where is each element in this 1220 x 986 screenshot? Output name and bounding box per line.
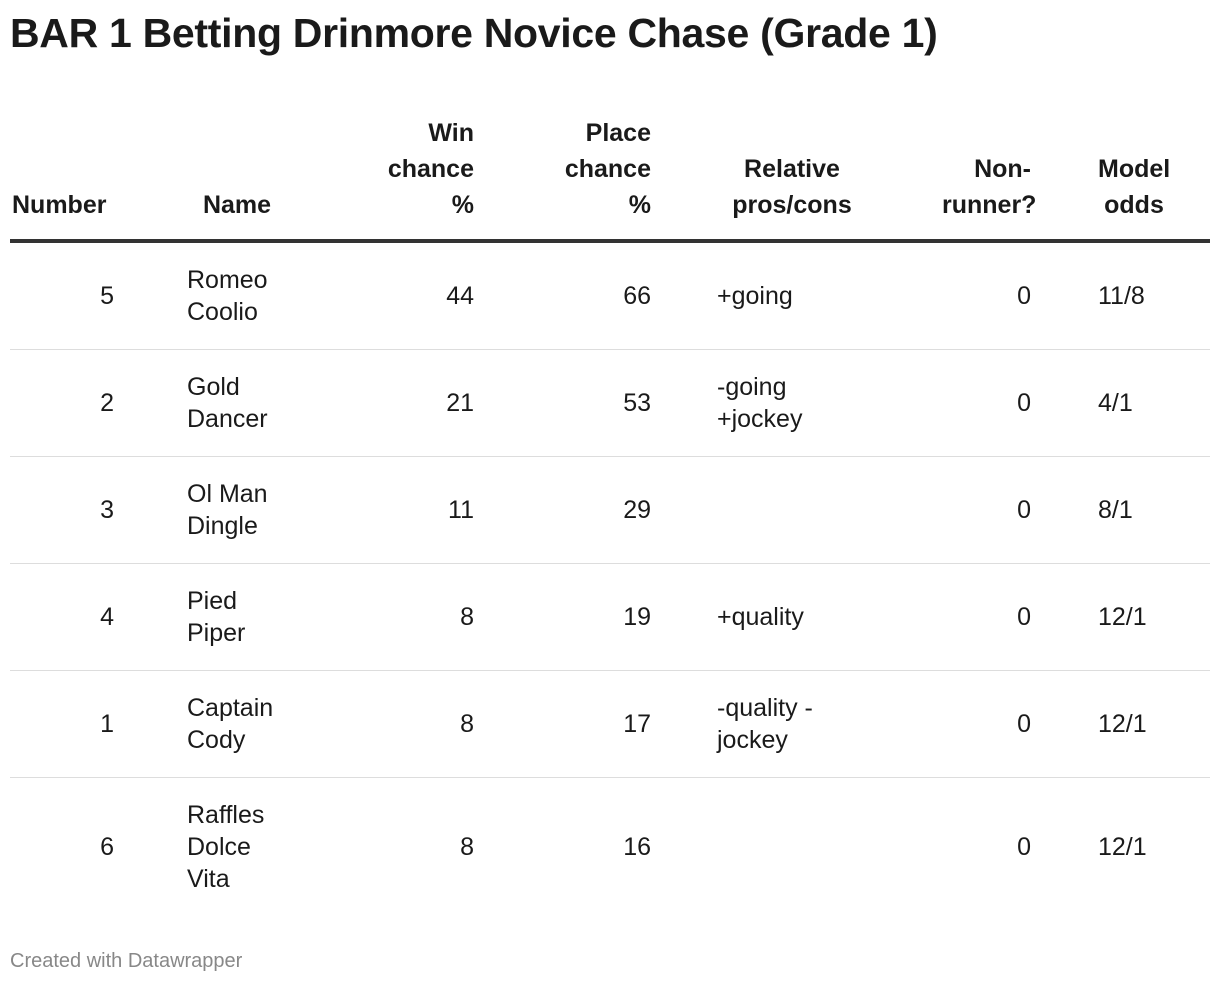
table-cell: 8 [460, 833, 474, 861]
column-header: Relative pros/cons [652, 114, 867, 243]
table-cell: 17 [475, 670, 652, 778]
table-cell: +quality [652, 563, 867, 671]
table-cell: 11 [287, 456, 475, 564]
table-row: 6 Raffles Dolce Vita 8 16 0 12/1 [10, 778, 1210, 917]
table-cell: 21 [287, 349, 475, 457]
table-cell: 0 [867, 456, 1032, 564]
table-cell: 66 [475, 241, 652, 350]
table-row: 4 Pied Piper 8 19 +quality 0 12/1 [10, 563, 1210, 671]
table-cell: 0 [867, 241, 1032, 350]
table-body: 5 Romeo Coolio 44 66 +going 0 11/8 2 Gold Dancer… [10, 241, 1210, 916]
table-cell: Ol Man Dingle [122, 456, 287, 564]
table-cell: -quality -jockey [652, 670, 867, 778]
table-row: 3 Ol Man Dingle 11 29 0 8/1 [10, 456, 1210, 564]
column-header: Model odds [1032, 114, 1210, 243]
column-header: Place chance % [475, 114, 652, 243]
table-cell: 0 [867, 670, 1032, 778]
table-cell: 29 [475, 456, 652, 564]
table-cell: Gold Dancer [122, 349, 287, 457]
table-cell: 11/8 [1032, 241, 1210, 350]
footer: Created with Datawrapper [10, 950, 243, 972]
table-cell: 0 [1017, 833, 1031, 861]
table-cell: 4 [10, 563, 122, 671]
table-header: Number Name Win chance % Place chance % Rela… [10, 114, 1210, 243]
table-cell: 4/1 [1032, 349, 1210, 457]
table-cell [652, 456, 867, 564]
header-row: Number Name Win chance % Place chance % Rela… [10, 114, 1210, 243]
column-header: Number [10, 114, 122, 243]
table-cell: 3 [10, 456, 122, 564]
table-cell: 1 [10, 670, 122, 778]
table-cell: 0 [867, 563, 1032, 671]
table-row: 5 Romeo Coolio 44 66 +going 0 11/8 [10, 241, 1210, 350]
column-header: Name [122, 114, 287, 243]
table-cell: 8 [287, 563, 475, 671]
table-cell: 8 [287, 670, 475, 778]
table-cell: 19 [475, 563, 652, 671]
table-cell: Captain Cody [122, 670, 287, 778]
title: BAR 1 Betting Drinmore Novice Chase (Gra… [10, 10, 938, 56]
column-header: Non-runner? [867, 114, 1036, 243]
table-cell: 16 [623, 833, 651, 861]
table-cell: 2 [10, 349, 122, 457]
table-cell: +going [652, 241, 867, 350]
odds-table: Number Name Win chance % Place chance % Rela… [10, 114, 1210, 916]
table-cell: 12/1 [1098, 833, 1147, 861]
table-row: 1 Captain Cody 8 17 -quality -jockey 0 12/1 [10, 670, 1210, 778]
table-row: 2 Gold Dancer 21 53 -going +jockey 0 4/1 [10, 349, 1210, 457]
table-cell [652, 778, 867, 917]
table-cell: -going +jockey [652, 349, 867, 457]
table-cell: 5 [10, 241, 122, 350]
table-cell: 6 [100, 833, 114, 861]
table-cell: Pied Piper [122, 563, 287, 671]
table-cell: 8/1 [1032, 456, 1210, 564]
table-cell: 0 [867, 349, 1032, 457]
table-cell: Romeo Coolio [122, 241, 287, 350]
table-cell: 53 [475, 349, 652, 457]
table-cell: 12/1 [1032, 670, 1210, 778]
table-cell: 44 [287, 241, 475, 350]
table-cell: 12/1 [1032, 563, 1210, 671]
column-header: Win chance % [287, 114, 475, 243]
table-cell: Raffles Dolce Vita [187, 801, 265, 893]
